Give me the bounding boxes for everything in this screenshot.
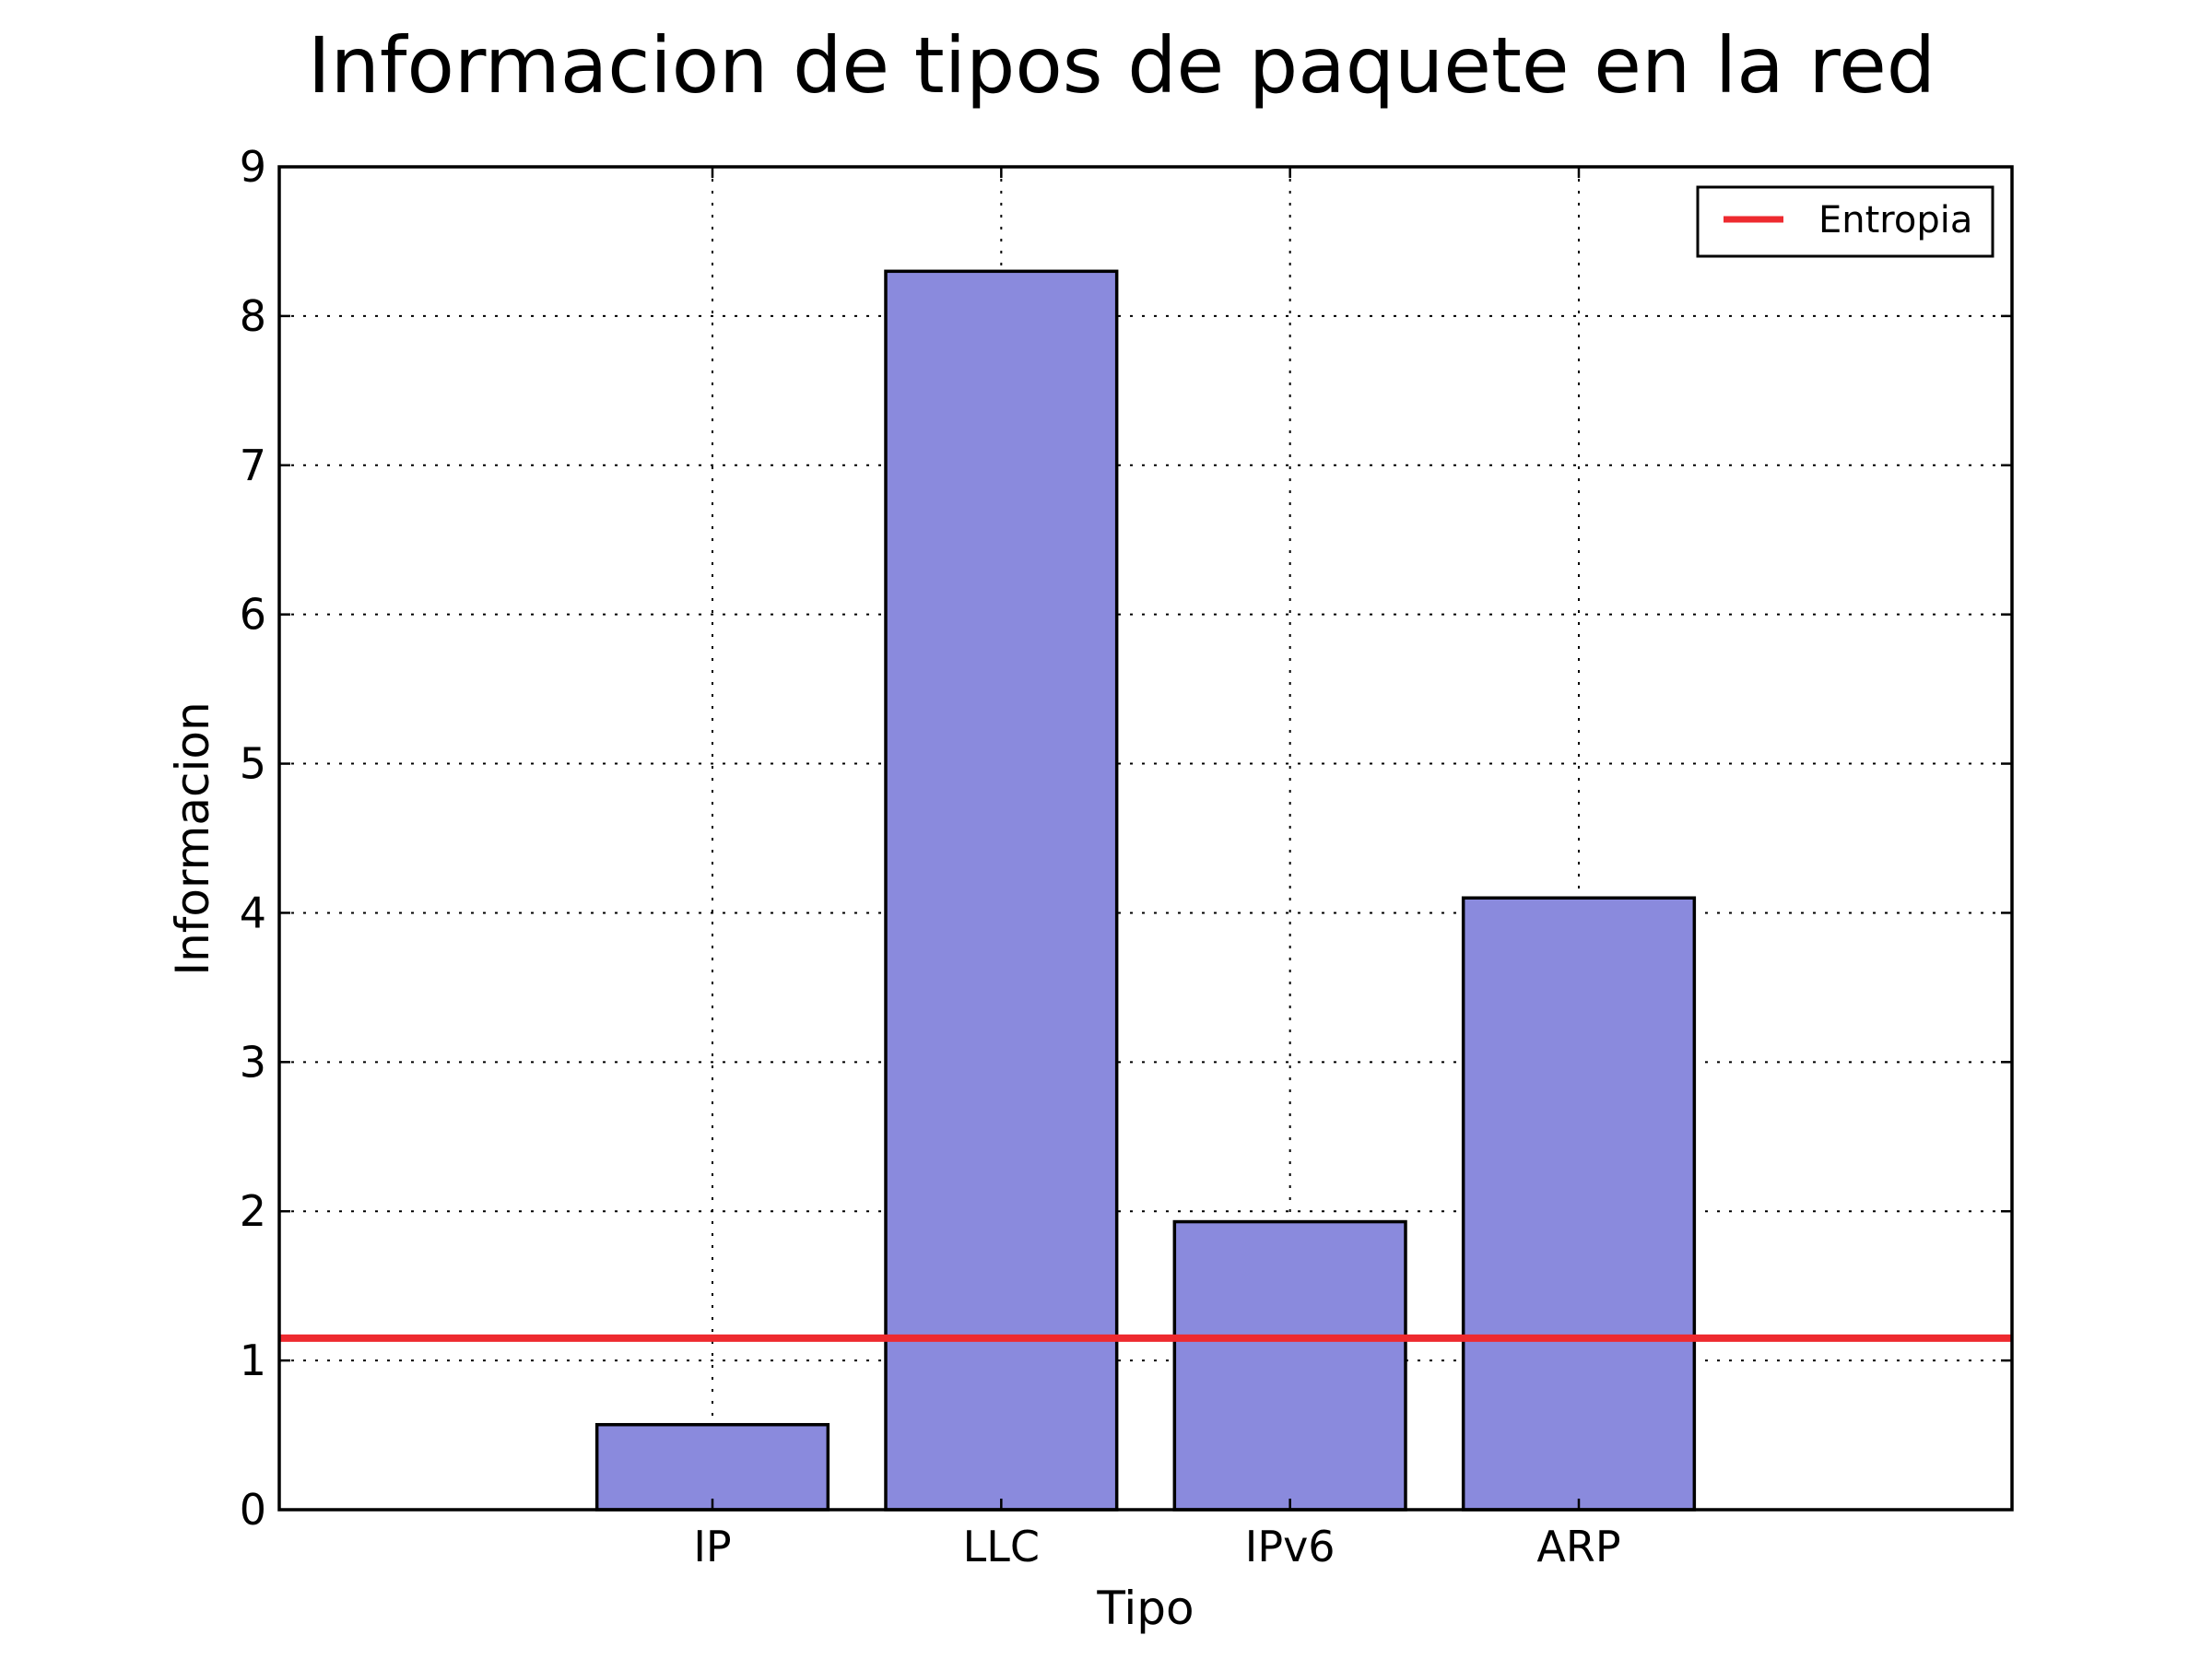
legend-box (1696, 185, 1994, 258)
bar-arp (1461, 896, 1697, 1512)
y-tick-label-3: 3 (240, 1037, 266, 1087)
bar-llc (884, 269, 1119, 1512)
legend: Entropia (1696, 185, 1994, 258)
y-tick-label-4: 4 (240, 888, 266, 937)
x-tick-label-arp: ARP (1536, 1522, 1620, 1571)
y-tick-label-9: 9 (240, 142, 266, 192)
y-tick-label-1: 1 (240, 1335, 266, 1385)
x-tick-labels: IP LLC IPv6 ARP (693, 1522, 1620, 1571)
y-axis-label: Informacion (166, 701, 219, 975)
y-tick-label-0: 0 (240, 1485, 266, 1535)
x-tick-label-llc: LLC (963, 1522, 1040, 1571)
x-axis-label: Tipo (1096, 1582, 1194, 1635)
plot-frame (277, 165, 2014, 1512)
legend-label-entropia: Entropia (1818, 199, 1972, 241)
grid-lines (279, 166, 2012, 1511)
bar-ip (594, 1422, 830, 1512)
y-tick-label-8: 8 (240, 291, 266, 341)
y-tick-label-5: 5 (240, 739, 266, 789)
x-tick-label-ip: IP (693, 1522, 731, 1571)
bars (594, 269, 1697, 1512)
axis-ticks (279, 165, 2012, 1512)
y-tick-label-2: 2 (240, 1186, 266, 1236)
y-tick-label-7: 7 (240, 441, 266, 490)
y-tick-label-6: 6 (240, 590, 266, 640)
x-tick-label-ipv6: IPv6 (1245, 1522, 1335, 1571)
bar-ipv6 (1172, 1219, 1407, 1512)
chart-title: Informacion de tipos de paquete en la re… (308, 20, 1936, 111)
y-tick-labels: 0 1 2 3 4 5 6 7 8 9 (240, 142, 266, 1535)
